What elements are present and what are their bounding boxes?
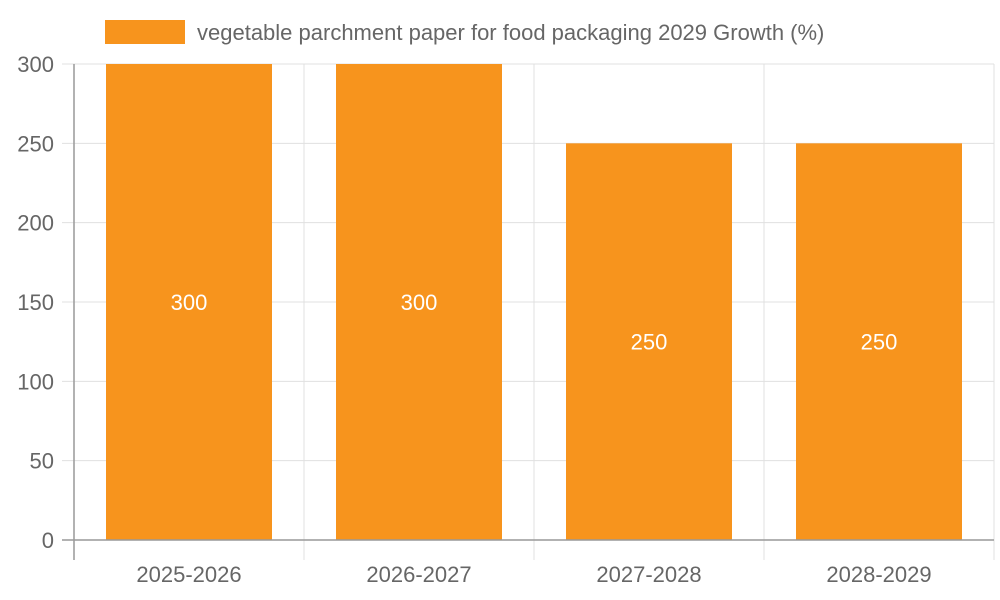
y-tick-label: 200 [17,211,54,236]
bar[interactable] [566,143,732,541]
bar[interactable] [106,64,272,540]
bar[interactable] [796,143,962,541]
legend-label: vegetable parchment paper for food packa… [197,20,824,45]
bar-value-label: 300 [401,290,438,315]
y-tick-label: 50 [30,449,54,474]
legend-swatch [105,20,185,44]
y-axis-tick-labels: 0 50 100 150 200 250 300 [17,52,54,553]
y-tick-label: 250 [17,131,54,156]
bars [106,64,962,541]
x-tick-label: 2028-2029 [826,562,931,587]
bar[interactable] [336,64,502,540]
y-tick-label: 100 [17,369,54,394]
y-tick-label: 300 [17,52,54,77]
x-tick-label: 2026-2027 [366,562,471,587]
x-tick-label: 2027-2028 [596,562,701,587]
data-labels: 300 300 250 250 [171,290,898,355]
bar-value-label: 300 [171,290,208,315]
axes [62,64,994,560]
bar-value-label: 250 [631,330,668,355]
bar-value-label: 250 [861,330,898,355]
legend[interactable]: vegetable parchment paper for food packa… [105,20,824,45]
y-tick-label: 0 [42,528,54,553]
x-tick-label: 2025-2026 [136,562,241,587]
x-axis-tick-labels: 2025-2026 2026-2027 2027-2028 2028-2029 [136,562,931,587]
y-tick-label: 150 [17,290,54,315]
